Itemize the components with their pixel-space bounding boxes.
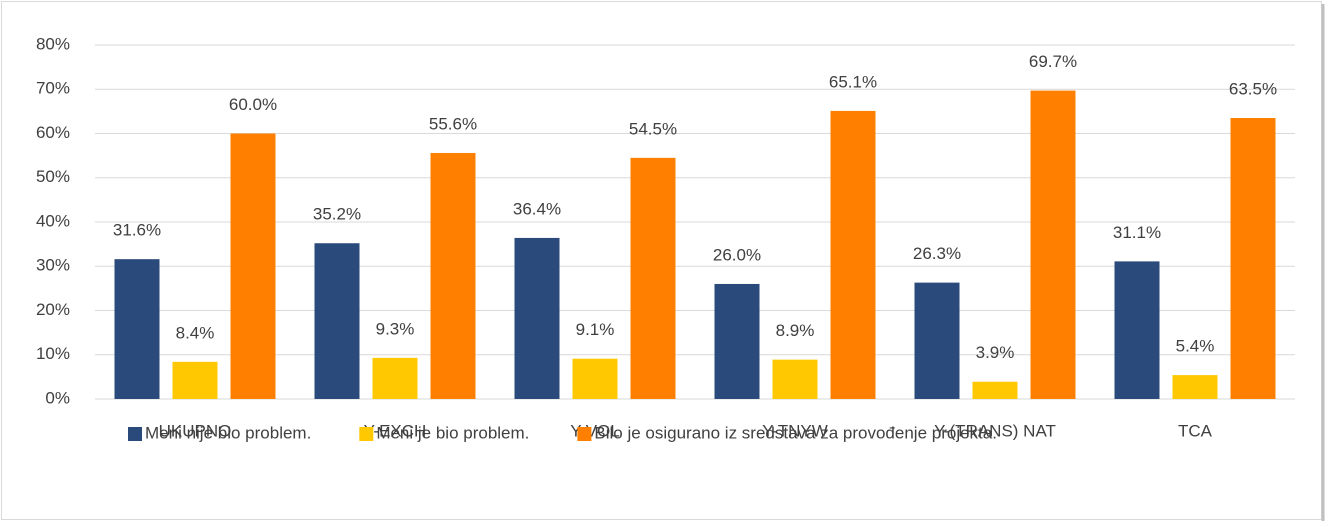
bar	[172, 361, 218, 399]
value-label: 31.6%	[113, 221, 161, 240]
x-tick-label: Y-(TRANS) NAT	[934, 421, 1056, 440]
bar	[1030, 90, 1076, 399]
bar	[914, 282, 960, 399]
value-label: 60.0%	[229, 95, 277, 114]
bar	[1114, 261, 1160, 399]
value-label: 9.1%	[576, 320, 615, 339]
legend-label: Meni je bio problem.	[376, 423, 529, 442]
value-label: 55.6%	[429, 114, 477, 133]
value-label: 65.1%	[829, 72, 877, 91]
y-tick-label: 40%	[36, 211, 70, 230]
y-tick-label: 50%	[36, 167, 70, 186]
bar	[1172, 375, 1218, 399]
value-label: 31.1%	[1113, 223, 1161, 242]
value-label: 5.4%	[1176, 337, 1215, 356]
bar	[830, 110, 876, 400]
bar	[430, 152, 476, 399]
y-tick-label: 70%	[36, 79, 70, 98]
y-tick-label: 30%	[36, 256, 70, 275]
x-tick-label: Y-TNYW	[762, 421, 828, 440]
x-tick-label: Y-EXCH	[364, 421, 427, 440]
y-tick-label: 80%	[36, 34, 70, 53]
legend-swatch	[128, 427, 142, 441]
bar	[772, 359, 818, 399]
bar	[1230, 118, 1276, 399]
bar	[972, 381, 1018, 399]
value-label: 9.3%	[376, 319, 415, 338]
value-label: 35.2%	[313, 205, 361, 224]
value-label: 36.4%	[513, 199, 561, 218]
legend-label: Meni nije bio problem.	[145, 423, 311, 442]
y-tick-label: 0%	[45, 388, 70, 407]
bar	[514, 237, 560, 399]
bar	[114, 259, 160, 399]
value-label: 63.5%	[1229, 79, 1277, 98]
legend-swatch	[359, 427, 374, 441]
y-tick-label: 20%	[36, 300, 70, 319]
value-label: 8.4%	[176, 323, 215, 342]
value-label: 26.3%	[913, 244, 961, 263]
value-label: 3.9%	[976, 343, 1015, 362]
bar	[314, 243, 360, 399]
x-tick-label: TCA	[1178, 421, 1213, 440]
bar	[230, 133, 276, 399]
y-tick-label: 60%	[36, 123, 70, 142]
bar	[572, 358, 618, 399]
bar	[372, 357, 418, 399]
y-tick-label: 10%	[36, 344, 70, 363]
bar	[714, 283, 760, 399]
legend-label: Bilo je osigurano iz sredstava za provođ…	[594, 423, 997, 442]
bar	[630, 157, 676, 399]
legend-swatch	[577, 427, 592, 441]
x-tick-label: UKUPNO	[159, 421, 232, 440]
value-label: 26.0%	[713, 245, 761, 264]
value-label: 69.7%	[1029, 52, 1077, 71]
value-label: 54.5%	[629, 119, 677, 138]
value-label: 8.9%	[776, 321, 815, 340]
